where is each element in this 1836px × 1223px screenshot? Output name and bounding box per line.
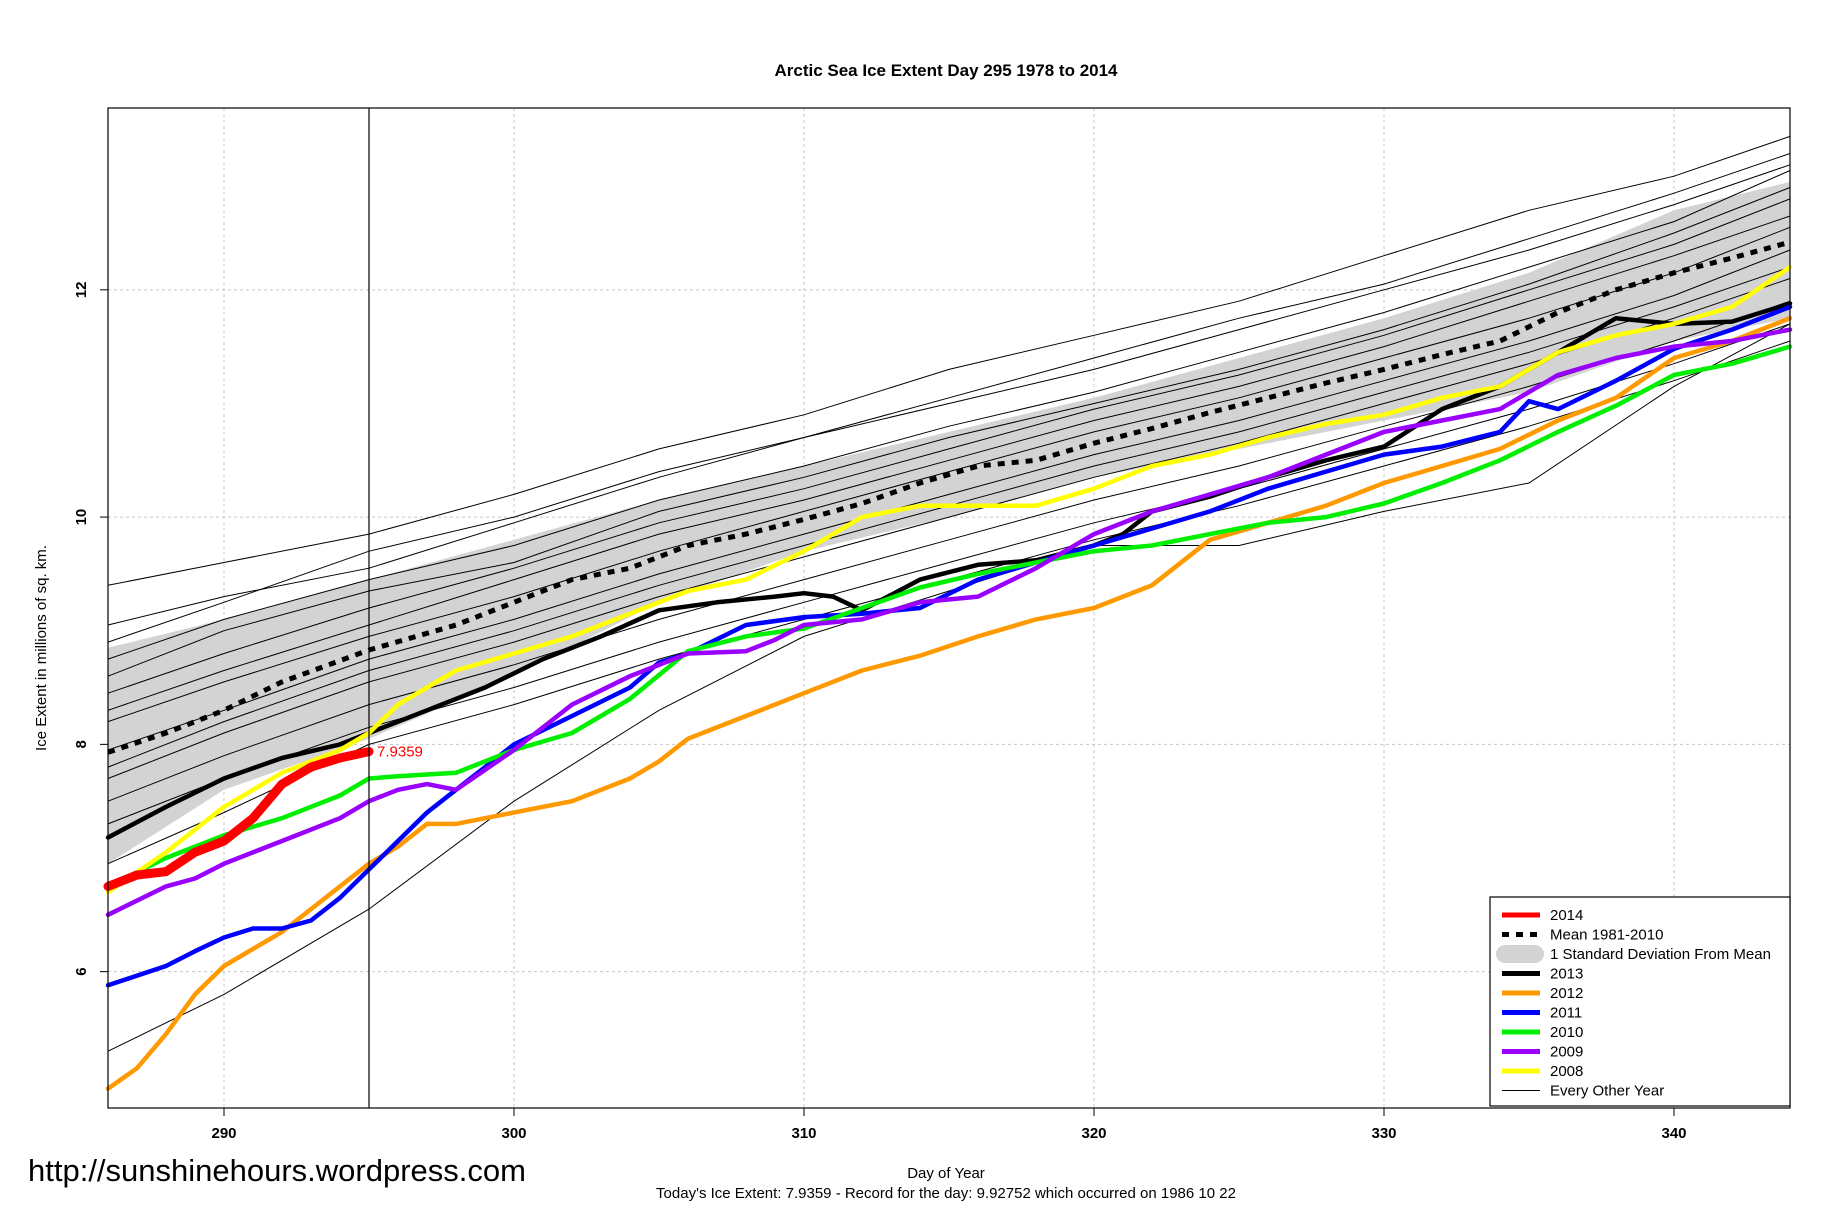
legend-label: 2010 [1550, 1024, 1583, 1041]
legend-item: 1 Standard Deviation From Mean [1496, 945, 1771, 963]
y-tick-label: 8 [73, 740, 90, 748]
series-line-2009 [105, 327, 1793, 918]
x-tick-label: 310 [791, 1125, 816, 1142]
series-line-2011 [105, 304, 1793, 988]
x-tick-label: 330 [1371, 1125, 1396, 1142]
website-watermark: http://sunshinehours.wordpress.com [28, 1153, 526, 1188]
legend-label: 2011 [1550, 1005, 1582, 1022]
chart-title: Arctic Sea Ice Extent Day 295 1978 to 20… [774, 61, 1118, 80]
y-tick-label: 12 [73, 281, 90, 298]
footer-note: Today's Ice Extent: 7.9359 - Record for … [656, 1185, 1236, 1202]
x-tick-label: 320 [1081, 1125, 1106, 1142]
standard-deviation-band [108, 181, 1790, 864]
x-axis-label: Day of Year [907, 1165, 985, 1182]
y-axis-label: Ice Extent in millions of sq. km. [33, 545, 50, 751]
legend-item: 2012 [1502, 985, 1583, 1002]
series-line-2014 [103, 747, 374, 891]
legend-label: 2008 [1550, 1063, 1583, 1080]
legend-label: 2014 [1550, 907, 1583, 924]
legend: 2014 Mean 1981-2010 1 Standard Deviation F… [1489, 896, 1791, 1107]
legend-label: 2012 [1550, 985, 1583, 1002]
legend-item: 2010 [1502, 1024, 1583, 1041]
legend-label: Mean 1981-2010 [1550, 927, 1663, 944]
current-extent-label: 7.9359 [377, 744, 423, 761]
series-line-mean [107, 239, 1791, 755]
legend-label: 2009 [1550, 1044, 1583, 1061]
legend-item: 2009 [1502, 1044, 1583, 1061]
y-tick-label: 10 [73, 509, 90, 526]
legend-item: 2008 [1502, 1063, 1583, 1080]
y-tick-label: 6 [73, 967, 90, 975]
y-axis-ticks: 6 8 10 12 [73, 281, 108, 976]
x-tick-label: 340 [1661, 1125, 1686, 1142]
legend-label: Every Other Year [1550, 1083, 1664, 1100]
legend-item: 2013 [1502, 966, 1583, 983]
legend-item: 2011 [1502, 1005, 1582, 1022]
series-line-2013 [105, 301, 1793, 840]
plot-frame [107, 107, 1791, 1109]
legend-swatch-band [1496, 945, 1544, 963]
x-tick-label: 290 [211, 1125, 236, 1142]
legend-item: Every Other Year [1502, 1083, 1664, 1100]
legend-item: Mean 1981-2010 [1502, 927, 1663, 944]
legend-label: 1 Standard Deviation From Mean [1550, 946, 1771, 963]
x-axis-ticks: 290 300 310 320 330 340 [211, 1108, 1687, 1142]
x-tick-label: 300 [501, 1125, 526, 1142]
legend-item: 2014 [1502, 907, 1583, 924]
legend-label: 2013 [1550, 966, 1583, 983]
